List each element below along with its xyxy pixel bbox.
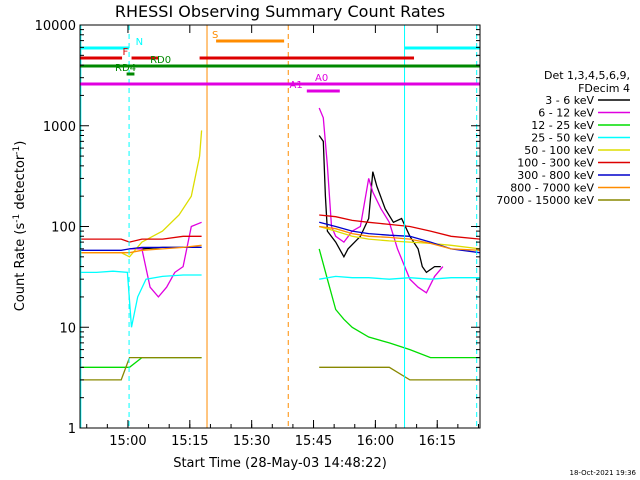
series-line-5-seg-0 (80, 235, 202, 243)
x-axis-ticks: 15:00 15:15 15:30 15:45 16:00 16:15 (86, 25, 479, 449)
x-tick-label-2: 15:30 (233, 434, 270, 449)
flag-label-6: RD0 (150, 55, 171, 66)
legend-label-6: 300 - 800 keV (517, 169, 594, 182)
x-tick-label-5: 16:15 (419, 434, 456, 449)
series-line-7-seg-0 (80, 244, 202, 254)
series-line-8-seg-1 (319, 366, 480, 381)
legend-header-line-2: FDecim 4 (578, 82, 630, 95)
legend-label-5: 100 - 300 keV (517, 157, 594, 170)
legend-label-0: 3 - 6 keV (545, 94, 594, 107)
series-line-3-seg-1 (319, 275, 480, 280)
legend-label-1: 6 - 12 keV (538, 107, 594, 120)
flag-label-2: F (122, 47, 128, 58)
y-axis-label-sup2: -1 (12, 146, 22, 155)
x-axis-label: Start Time (28-May-03 14:48:22) (173, 456, 387, 471)
y-tick-label-0: 1 (68, 422, 76, 437)
x-tick-label-3: 15:45 (295, 434, 332, 449)
series-line-4-seg-1 (319, 225, 481, 250)
series-line-5-seg-1 (319, 214, 481, 240)
series-line-2-seg-0 (80, 356, 202, 368)
series-line-3-seg-0 (80, 270, 202, 328)
y-tick-label-4: 10000 (35, 19, 76, 34)
series-line-7-seg-1 (319, 225, 481, 251)
series-line-0-seg-1 (318, 135, 441, 274)
legend-header-line-1: Det 1,3,4,5,6,9, (544, 69, 630, 82)
series-line-6-seg-1 (319, 221, 481, 254)
y-tick-label-2: 100 (51, 221, 76, 236)
y-axis-label-main: Count Rate (s (13, 223, 28, 312)
legend-label-8: 7000 - 15000 keV (496, 194, 594, 207)
chart-title: RHESSI Observing Summary Count Rates (115, 2, 445, 21)
flag-label-8: A0 (315, 73, 328, 84)
x-tick-label-4: 16:00 (357, 434, 394, 449)
series-line-1-seg-0 (129, 221, 202, 298)
legend-label-2: 12 - 25 keV (531, 119, 594, 132)
y-tick-label-1: 10 (59, 321, 76, 336)
series-line-4-seg-0 (80, 130, 203, 258)
y-tick-label-3: 1000 (43, 120, 76, 135)
series-line-2-seg-1 (318, 248, 480, 359)
flag-bars-layer: NF S RD0 RD4 A0 A1 (80, 30, 480, 93)
flag-label-5: S (212, 30, 218, 41)
y-axis-label-sup1: -1 (12, 214, 22, 223)
x-tick-label-1: 15:15 (171, 434, 208, 449)
series-layer (80, 107, 481, 381)
legend-label-3: 25 - 50 keV (531, 132, 594, 145)
y-axis-label: Count Rate (s-1 detector-1) (12, 141, 28, 312)
legend-label-7: 800 - 7000 keV (510, 182, 594, 195)
legend-label-4: 50 - 100 keV (524, 144, 594, 157)
flag-label-9: A1 (289, 80, 302, 91)
x-tick-label-0: 15:00 (109, 434, 146, 449)
y-axis-ticks: 1 10 100 1000 10000 (35, 19, 480, 437)
y-axis-label-end: ) (13, 141, 28, 146)
flag-label-7: RD4 (115, 63, 136, 74)
series-line-8-seg-0 (80, 356, 202, 381)
series-line-1-seg-1 (318, 107, 444, 294)
y-axis-label-mid: detector (13, 154, 28, 214)
flag-label-0: N (136, 37, 143, 48)
footer-date: 18-Oct-2021 19:36 (570, 469, 637, 477)
